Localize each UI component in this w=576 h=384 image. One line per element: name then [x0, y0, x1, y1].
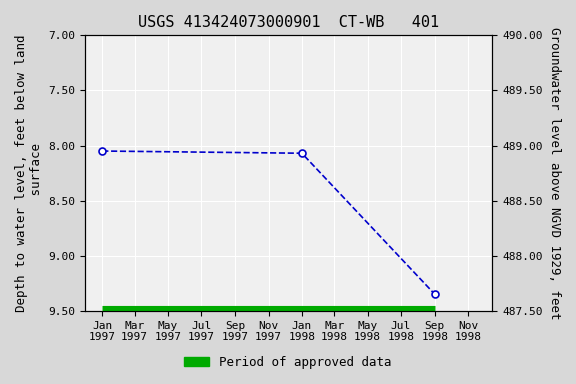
Y-axis label: Groundwater level above NGVD 1929, feet: Groundwater level above NGVD 1929, feet	[548, 27, 561, 319]
Y-axis label: Depth to water level, feet below land
 surface: Depth to water level, feet below land su…	[15, 34, 43, 312]
Title: USGS 413424073000901  CT-WB   401: USGS 413424073000901 CT-WB 401	[138, 15, 439, 30]
Legend: Period of approved data: Period of approved data	[179, 351, 397, 374]
